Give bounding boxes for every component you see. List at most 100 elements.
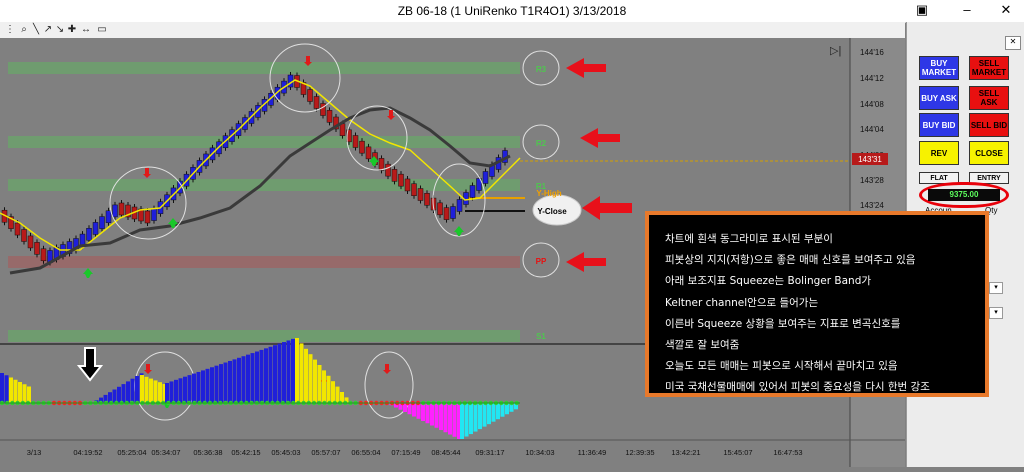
histogram-bar bbox=[326, 375, 331, 403]
renko-brick bbox=[391, 169, 398, 182]
squeeze-marker-arrow-icon bbox=[76, 347, 104, 382]
cursor-cross-icon[interactable]: ✚ bbox=[67, 24, 77, 35]
zoom-icon[interactable]: ⌕ bbox=[21, 24, 27, 35]
close-icon[interactable]: ✕ bbox=[1000, 2, 1012, 17]
histogram-bar bbox=[9, 377, 13, 403]
histogram-bar bbox=[416, 403, 421, 419]
histogram-bar bbox=[205, 368, 210, 403]
time-tick-label: 05:25:04 bbox=[117, 448, 146, 457]
renko-brick bbox=[125, 204, 131, 218]
moving-average-yellow bbox=[0, 79, 521, 251]
crosshair-icon[interactable]: ⋮ bbox=[5, 24, 15, 35]
buy-ask-button[interactable]: BUY ASK bbox=[919, 86, 959, 110]
histogram-bar bbox=[482, 403, 487, 427]
histogram-bar bbox=[434, 403, 439, 428]
renko-brick bbox=[450, 206, 456, 219]
buy-bid-button[interactable]: BUY BID bbox=[919, 113, 959, 137]
time-tick-label: 3/13 bbox=[27, 448, 42, 457]
sell-market-button[interactable]: SELL MARKET bbox=[969, 56, 1009, 80]
renko-brick bbox=[118, 202, 125, 216]
buy-market-button[interactable]: BUY MARKET bbox=[919, 56, 959, 80]
histogram-bar bbox=[509, 403, 514, 412]
histogram-bar bbox=[394, 403, 398, 408]
moving-average-black bbox=[9, 106, 511, 275]
renko-brick bbox=[92, 222, 99, 235]
histogram-bar bbox=[299, 343, 304, 403]
histogram-bar bbox=[487, 403, 491, 425]
renko-brick bbox=[333, 116, 339, 130]
time-tick-label: 16:47:53 bbox=[773, 448, 802, 457]
histogram-bar bbox=[4, 375, 9, 403]
time-tick-label: 08:45:44 bbox=[431, 448, 460, 457]
renko-brick bbox=[469, 185, 476, 198]
histogram-bar bbox=[18, 382, 22, 403]
y-close-label: Y-Close bbox=[537, 207, 567, 216]
histogram-bar bbox=[232, 359, 237, 403]
histogram-bar bbox=[331, 381, 335, 403]
histogram-bar bbox=[103, 394, 108, 403]
arrow-up-icon[interactable]: ↗ bbox=[43, 24, 53, 35]
reverse-button[interactable]: REV bbox=[919, 141, 959, 165]
renko-brick bbox=[8, 216, 14, 229]
annotation-line: 색깔로 잘 보여줌 bbox=[665, 339, 740, 352]
renko-brick bbox=[443, 207, 450, 220]
minimize-icon[interactable]: – bbox=[963, 2, 971, 17]
histogram-bar bbox=[460, 403, 464, 439]
annotation-line: 피봇상의 지지(저항)으로 좋은 매매 신호를 보여주고 있음 bbox=[665, 254, 916, 267]
annotation-line: Keltner channel안으로 들어가는 bbox=[665, 296, 819, 309]
renko-brick bbox=[456, 199, 463, 212]
price-tick-label: 143'24 bbox=[860, 201, 884, 210]
renko-brick bbox=[27, 235, 34, 249]
histogram-bar bbox=[22, 384, 27, 403]
sell-ask-button[interactable]: SELL ASK bbox=[969, 86, 1009, 110]
histogram-bar bbox=[140, 375, 144, 403]
histogram-bar bbox=[403, 403, 407, 412]
histogram-bar bbox=[99, 397, 103, 403]
dropdown-icon[interactable]: ▾ bbox=[989, 282, 1003, 294]
account-balance: 9375.00 bbox=[919, 182, 1009, 208]
histogram-bar bbox=[108, 392, 112, 403]
arrow-down-icon[interactable]: ↘ bbox=[55, 24, 65, 35]
histogram-bar bbox=[407, 403, 412, 415]
renko-brick bbox=[339, 123, 346, 136]
histogram-bar bbox=[149, 378, 153, 403]
renko-brick bbox=[86, 228, 92, 241]
restore-icon[interactable]: ▣ bbox=[915, 2, 929, 17]
histogram-bar bbox=[514, 403, 518, 410]
histogram-bar bbox=[259, 349, 264, 403]
arrow-left-icon bbox=[582, 196, 632, 220]
current-price-marker bbox=[852, 153, 888, 165]
annotation-line: 미국 국채선물매매에 있어서 피봇의 중요성을 다시 한번 강조 bbox=[665, 381, 930, 394]
arrow-left-icon bbox=[566, 58, 606, 78]
highlight-circle bbox=[269, 43, 341, 113]
renko-brick bbox=[411, 183, 417, 196]
line-tool-icon[interactable]: ╲ bbox=[32, 24, 40, 35]
annotation-line: 차트에 흰색 동그라미로 표시된 부분이 bbox=[665, 233, 833, 245]
sell-bid-button[interactable]: SELL BID bbox=[969, 113, 1009, 137]
pp-label: PP bbox=[536, 257, 547, 266]
histogram-bar bbox=[144, 376, 149, 403]
text-tool-icon[interactable]: ↔ bbox=[81, 24, 91, 35]
window-title: ZB 06-18 (1 UniRenko T1R4O1) 3/13/2018 bbox=[397, 4, 627, 18]
histogram-bar bbox=[335, 386, 340, 403]
time-tick-label: 09:31:17 bbox=[475, 448, 504, 457]
histogram-bar bbox=[165, 383, 169, 403]
histogram-bar bbox=[295, 338, 299, 403]
panel-close-icon[interactable]: ✕ bbox=[1005, 36, 1021, 50]
measure-icon[interactable]: ▭ bbox=[97, 24, 107, 35]
renko-brick bbox=[346, 129, 352, 143]
s1-band bbox=[8, 330, 520, 342]
histogram-bar bbox=[282, 342, 286, 403]
squeeze-histogram bbox=[0, 338, 518, 439]
renko-brick bbox=[476, 178, 482, 191]
time-tick-label: 04:19:52 bbox=[73, 448, 102, 457]
close-position-button[interactable]: CLOSE bbox=[969, 141, 1009, 165]
r2-band bbox=[8, 136, 520, 148]
histogram-bar bbox=[255, 351, 259, 403]
dropdown-icon[interactable]: ▾ bbox=[989, 307, 1003, 319]
histogram-bar bbox=[112, 389, 117, 403]
scroll-end-icon[interactable]: ▷| bbox=[830, 45, 841, 57]
renko-brick bbox=[300, 82, 307, 95]
histogram-bar bbox=[174, 379, 178, 403]
r3-label: R3 bbox=[536, 65, 547, 74]
